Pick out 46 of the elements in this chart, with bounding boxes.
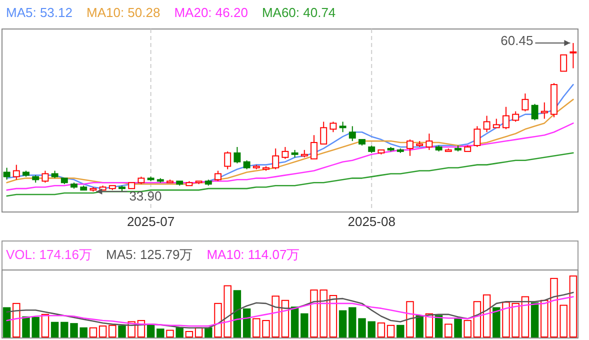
bar xyxy=(204,327,212,338)
candlestick xyxy=(540,102,548,120)
bar xyxy=(464,320,472,338)
bar xyxy=(12,302,20,338)
bar xyxy=(396,324,404,338)
bar xyxy=(521,296,530,338)
bar xyxy=(146,324,155,338)
bar xyxy=(569,276,578,338)
bar xyxy=(50,322,59,338)
bar xyxy=(416,315,424,338)
x-tick-label: 2025-07 xyxy=(126,214,175,229)
bar xyxy=(242,308,251,338)
bar xyxy=(454,318,462,338)
bar xyxy=(98,326,107,338)
bar xyxy=(290,306,299,338)
bar xyxy=(377,322,386,338)
bar xyxy=(156,328,164,338)
bar xyxy=(492,307,500,338)
bar xyxy=(530,302,539,338)
bar xyxy=(473,301,482,338)
bar xyxy=(185,331,194,338)
bar xyxy=(176,327,184,338)
bar xyxy=(233,290,242,338)
bar xyxy=(2,307,11,338)
annotation: 33.90 xyxy=(129,188,162,204)
bar xyxy=(41,314,50,338)
x-tick-label: 2025-08 xyxy=(348,214,396,229)
bar xyxy=(166,330,174,338)
bar xyxy=(406,301,414,338)
bar xyxy=(482,294,491,338)
bar xyxy=(338,310,347,338)
candlestick xyxy=(570,42,577,69)
bar xyxy=(89,327,98,338)
bar xyxy=(281,300,290,338)
bar xyxy=(300,313,308,338)
bar xyxy=(118,326,126,338)
bar xyxy=(444,324,452,338)
legend: VOL: 174.16万 MA5: 125.79万 MA10: 114.07万 xyxy=(6,247,300,262)
bar xyxy=(329,295,338,338)
bar xyxy=(386,324,395,338)
annotation: 60.45 xyxy=(500,33,534,48)
legend: MA5: 53.12 MA10: 50.28 MA20: 46.20 MA60: 40.74 xyxy=(6,5,336,20)
annotation: 60.45 xyxy=(500,33,571,48)
bar xyxy=(434,315,443,338)
annotation: 33.90 xyxy=(96,188,162,204)
bar xyxy=(108,324,116,338)
